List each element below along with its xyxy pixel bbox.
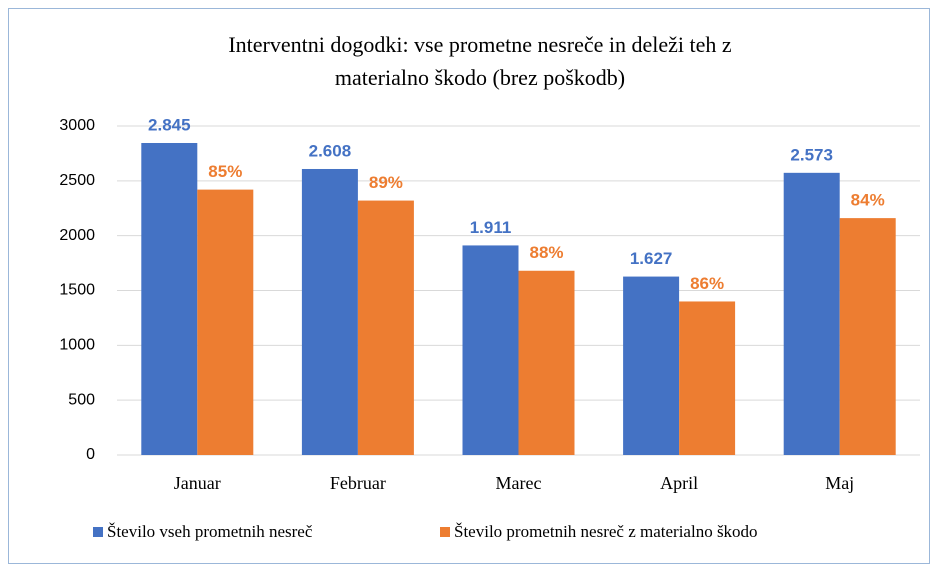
y-tick-label: 2000 xyxy=(59,227,95,244)
y-tick-label: 2500 xyxy=(59,172,95,189)
legend-swatch xyxy=(93,527,103,537)
y-tick-label: 0 xyxy=(86,446,95,463)
chart-title: Interventni dogodki: vse prometne nesreč… xyxy=(228,32,732,57)
bar xyxy=(679,301,736,455)
data-label: 84% xyxy=(851,191,885,210)
bar xyxy=(141,142,198,455)
x-tick-label: Marec xyxy=(496,473,542,493)
y-tick-label: 1000 xyxy=(59,337,95,354)
data-label: 2.573 xyxy=(790,145,833,164)
data-label: 88% xyxy=(529,243,563,262)
y-tick-label: 3000 xyxy=(59,117,95,134)
legend-label: Število vseh prometnih nesreč xyxy=(107,522,313,541)
x-tick-label: Maj xyxy=(825,473,854,493)
data-label: 85% xyxy=(208,162,242,181)
data-label: 2.608 xyxy=(309,141,352,160)
bar xyxy=(518,270,575,455)
bar xyxy=(197,189,254,455)
bar xyxy=(357,200,414,455)
chart-title: materialno škodo (brez poškodb) xyxy=(335,65,625,90)
bar xyxy=(839,218,896,455)
bar xyxy=(301,168,358,456)
data-label: 1.911 xyxy=(470,218,512,237)
legend-label: Število prometnih nesreč z materialno šk… xyxy=(454,522,758,541)
y-tick-label: 1500 xyxy=(59,282,95,299)
x-tick-label: Januar xyxy=(174,473,221,493)
legend-swatch xyxy=(440,527,450,537)
data-label: 89% xyxy=(369,173,403,192)
data-label: 2.845 xyxy=(148,115,191,134)
x-tick-label: April xyxy=(660,473,698,493)
x-tick-label: Februar xyxy=(330,473,386,493)
bar xyxy=(623,276,680,455)
bar xyxy=(783,172,840,455)
bar xyxy=(462,245,519,455)
data-label: 86% xyxy=(690,274,724,293)
y-tick-label: 500 xyxy=(68,391,95,408)
data-label: 1.627 xyxy=(630,249,673,268)
